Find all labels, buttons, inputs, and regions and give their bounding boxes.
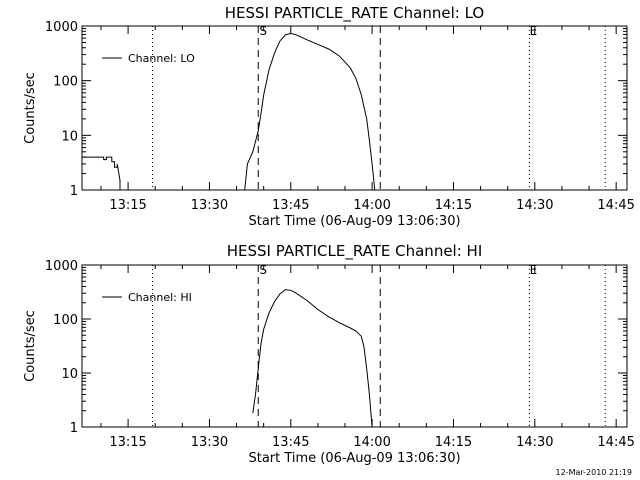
chart-2-y-tick-label: 1000	[45, 259, 78, 274]
chart-2-x-tick-label: 14:30	[516, 435, 553, 450]
chart-1-start-marker: S	[259, 24, 267, 38]
chart-2-y-axis-label: Counts/sec	[23, 310, 38, 382]
chart-1: HESSI PARTICLE_RATE Channel: LO 13:15 13:3…	[23, 4, 635, 229]
chart-1-y-tick-label: 100	[53, 75, 78, 90]
chart-2-x-tick-label: 14:45	[597, 435, 634, 450]
chart-1-y-tick-label: 1	[70, 184, 78, 199]
chart-2-x-tick-label: 13:30	[191, 435, 228, 450]
chart-1-series-line	[82, 156, 121, 190]
chart-1-x-tick-label: 14:30	[516, 198, 553, 213]
chart-1-y-tick-label: 1000	[45, 20, 78, 35]
chart-1-x-tick-label: 14:45	[597, 198, 634, 213]
chart-1-title: HESSI PARTICLE_RATE Channel: LO	[225, 4, 484, 23]
chart-2: HESSI PARTICLE_RATE Channel: HI 13:15 13:3…	[23, 242, 635, 466]
chart-2-x-tick-label: 13:15	[109, 435, 146, 450]
chart-2-plot-frame	[81, 264, 628, 428]
generation-timestamp: 12-Mar-2010 21:19	[556, 468, 633, 477]
chart-2-y-tick-label: 1	[70, 421, 78, 436]
chart-1-series-line	[244, 32, 376, 191]
chart-2-x-tick-label: 13:45	[272, 435, 309, 450]
chart-2-x-tick-label: 14:15	[435, 435, 472, 450]
chart-1-y-tick-label: 10	[61, 129, 78, 144]
chart-2-title: HESSI PARTICLE_RATE Channel: HI	[227, 242, 483, 261]
chart-1-x-tick-label: 13:15	[109, 198, 146, 213]
chart-1-x-tick-label: 14:15	[435, 198, 472, 213]
chart-2-x-tick-label: 14:00	[353, 435, 390, 450]
chart-2-y-tick-label: 100	[53, 313, 78, 328]
chart-2-legend-label: Channel: HI	[128, 291, 192, 304]
chart-2-y-tick-label: 10	[61, 367, 78, 382]
chart-2-start-marker: S	[259, 263, 267, 277]
chart-1-end-marker: E	[530, 24, 538, 38]
chart-1-x-tick-label: 13:45	[272, 198, 309, 213]
chart-2-series-line	[252, 289, 373, 428]
chart-1-legend-label: Channel: LO	[128, 52, 195, 65]
chart-1-x-tick-label: 14:00	[353, 198, 390, 213]
chart-2-x-axis-label: Start Time (06-Aug-09 13:06:30)	[248, 451, 460, 466]
chart-2-end-marker: E	[530, 263, 538, 277]
chart-1-x-tick-label: 13:30	[191, 198, 228, 213]
chart-1-x-axis-label: Start Time (06-Aug-09 13:06:30)	[248, 214, 460, 229]
chart-1-plot-frame	[81, 25, 628, 191]
chart-1-y-axis-label: Counts/sec	[23, 72, 38, 144]
